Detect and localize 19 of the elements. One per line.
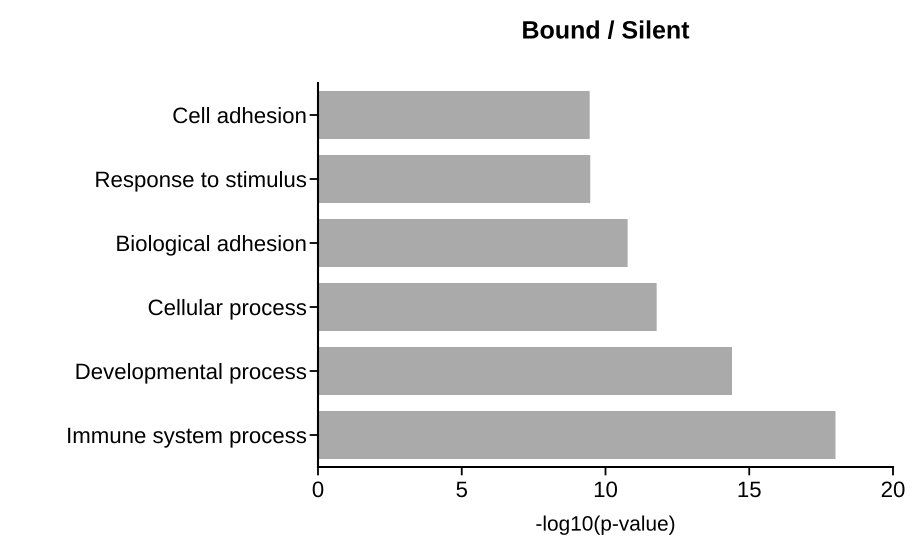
y-tick-label: Immune system process xyxy=(68,428,306,448)
x-tick-label: 5 xyxy=(456,482,467,498)
x-tick-label: 20 xyxy=(882,481,904,498)
y-tick-label: Cell adhesion xyxy=(173,106,306,124)
y-tick-label: Response to stimulus xyxy=(96,170,306,192)
x-tick-label: 15 xyxy=(738,482,761,498)
y-tick-label: Cellular process xyxy=(148,298,306,320)
y-tick-label: Biological adhesion xyxy=(117,234,306,256)
x-axis-title: -log10(p-value) xyxy=(536,515,674,535)
y-tick-label: Developmental process xyxy=(76,362,306,384)
x-tick-label: 10 xyxy=(594,481,617,498)
chart-title: Bound / Silent xyxy=(523,20,690,39)
x-tick-label: 0 xyxy=(312,481,324,498)
bar xyxy=(318,219,628,267)
bar xyxy=(318,411,836,459)
bar xyxy=(318,347,732,395)
bar xyxy=(318,155,590,203)
bar xyxy=(318,91,590,139)
bar xyxy=(318,283,657,331)
